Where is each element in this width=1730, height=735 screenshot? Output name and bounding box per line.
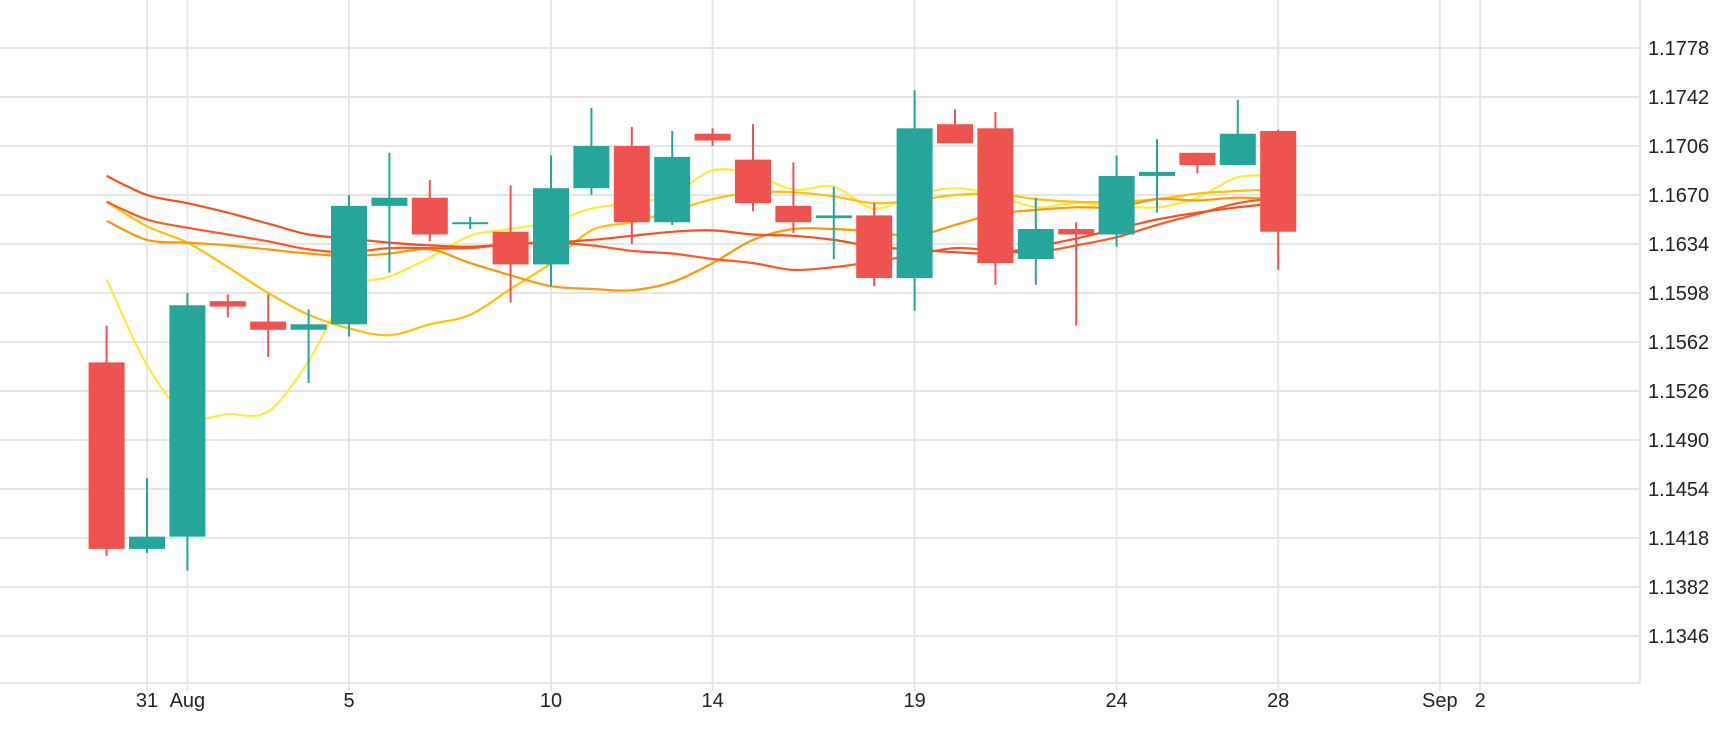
candle-body bbox=[290, 324, 327, 330]
candle-body bbox=[169, 305, 206, 537]
candle-body bbox=[896, 128, 933, 279]
moving-average-line-2 bbox=[106, 188, 1279, 337]
candle-up bbox=[331, 195, 367, 337]
candle-body bbox=[492, 231, 529, 265]
candle-body bbox=[1017, 229, 1054, 259]
candle-up bbox=[1017, 197, 1054, 285]
x-tick-label: Sep bbox=[1422, 690, 1458, 712]
x-tick-label: 14 bbox=[701, 690, 723, 712]
candle-down bbox=[250, 294, 287, 357]
y-tick-label: 1.1706 bbox=[1648, 136, 1709, 158]
y-tick-label: 1.1418 bbox=[1648, 528, 1709, 550]
candle-body bbox=[735, 159, 771, 204]
y-tick-label: 1.1346 bbox=[1648, 626, 1709, 648]
candle-up bbox=[1219, 99, 1256, 166]
candle-down bbox=[411, 180, 448, 242]
x-tick-label: Aug bbox=[170, 690, 206, 712]
x-tick-label: 19 bbox=[903, 690, 925, 712]
candle-body bbox=[1219, 133, 1256, 166]
y-tick-label: 1.1634 bbox=[1648, 234, 1709, 256]
candle-down bbox=[694, 128, 731, 146]
candle-down bbox=[856, 203, 893, 287]
grid-layer bbox=[0, 0, 1641, 691]
candle-body bbox=[654, 156, 691, 223]
x-tick-label: 5 bbox=[343, 690, 354, 712]
candle-down bbox=[775, 162, 812, 234]
candle-body bbox=[331, 205, 367, 325]
y-tick-label: 1.1490 bbox=[1648, 430, 1709, 452]
candle-down bbox=[492, 185, 529, 303]
candle-down bbox=[1058, 222, 1095, 326]
candle-body bbox=[573, 146, 610, 189]
candle-body bbox=[815, 215, 852, 219]
candles-layer bbox=[88, 90, 1297, 571]
candle-body bbox=[452, 222, 489, 225]
candle-up bbox=[896, 90, 933, 311]
x-tick-label: 31 bbox=[136, 690, 158, 712]
candle-up bbox=[290, 309, 327, 383]
y-tick-label: 1.1742 bbox=[1648, 87, 1709, 109]
candle-up bbox=[1139, 139, 1175, 213]
candle-down bbox=[937, 109, 973, 144]
candle-up bbox=[371, 152, 408, 273]
candle-body bbox=[129, 536, 165, 549]
moving-average-line-4 bbox=[106, 196, 1279, 272]
x-tick-label: 28 bbox=[1267, 690, 1289, 712]
candle-body bbox=[775, 205, 812, 223]
y-tick-label: 1.1778 bbox=[1648, 38, 1709, 60]
candle-down bbox=[209, 294, 246, 318]
y-tick-label: 1.1454 bbox=[1648, 479, 1709, 501]
candle-body bbox=[371, 197, 408, 206]
x-axis: 31 Aug 5 10 14 19 24 28 Sep 2 bbox=[136, 690, 1486, 712]
moving-average-line-5 bbox=[106, 174, 1279, 255]
y-tick-label: 1.1598 bbox=[1648, 283, 1709, 305]
candle-up bbox=[169, 293, 206, 571]
candle-up bbox=[533, 155, 569, 287]
moving-average-line-3 bbox=[106, 196, 1279, 292]
candle-up bbox=[815, 186, 852, 259]
x-tick-label: 10 bbox=[540, 690, 562, 712]
candle-body bbox=[1179, 152, 1216, 166]
x-tick-label: 24 bbox=[1105, 690, 1127, 712]
y-tick-label: 1.1526 bbox=[1648, 381, 1709, 403]
candle-body bbox=[1260, 131, 1297, 232]
candle-body bbox=[1058, 229, 1095, 235]
candle-down bbox=[977, 111, 1014, 285]
candle-body bbox=[1098, 175, 1135, 235]
candle-down bbox=[1179, 152, 1216, 174]
candle-down bbox=[88, 325, 125, 556]
candle-body bbox=[937, 124, 973, 144]
candle-body bbox=[1139, 171, 1175, 176]
candle-up bbox=[452, 216, 489, 230]
candle-down bbox=[1260, 129, 1297, 270]
candle-up bbox=[573, 107, 610, 195]
x-tick-label: 2 bbox=[1475, 690, 1486, 712]
candle-up bbox=[654, 131, 691, 225]
moving-average-layer bbox=[105, 168, 1279, 420]
y-tick-label: 1.1562 bbox=[1648, 332, 1709, 354]
y-tick-label: 1.1670 bbox=[1648, 185, 1709, 207]
candle-body bbox=[613, 146, 650, 223]
candle-body bbox=[209, 301, 246, 307]
y-axis: 1.1778 1.1742 1.1706 1.1670 1.1634 1.1598 1.15… bbox=[1648, 38, 1709, 648]
y-tick-label: 1.1382 bbox=[1648, 577, 1709, 599]
candle-up bbox=[1098, 155, 1135, 247]
candle-body bbox=[533, 188, 569, 265]
candle-body bbox=[694, 133, 731, 141]
candle-body bbox=[88, 362, 125, 549]
candle-body bbox=[411, 197, 448, 235]
candle-up bbox=[129, 478, 165, 553]
candle-down bbox=[735, 124, 771, 212]
candle-down bbox=[613, 126, 650, 244]
candle-body bbox=[856, 215, 893, 279]
candle-body bbox=[977, 128, 1014, 264]
candle-body bbox=[250, 321, 287, 330]
